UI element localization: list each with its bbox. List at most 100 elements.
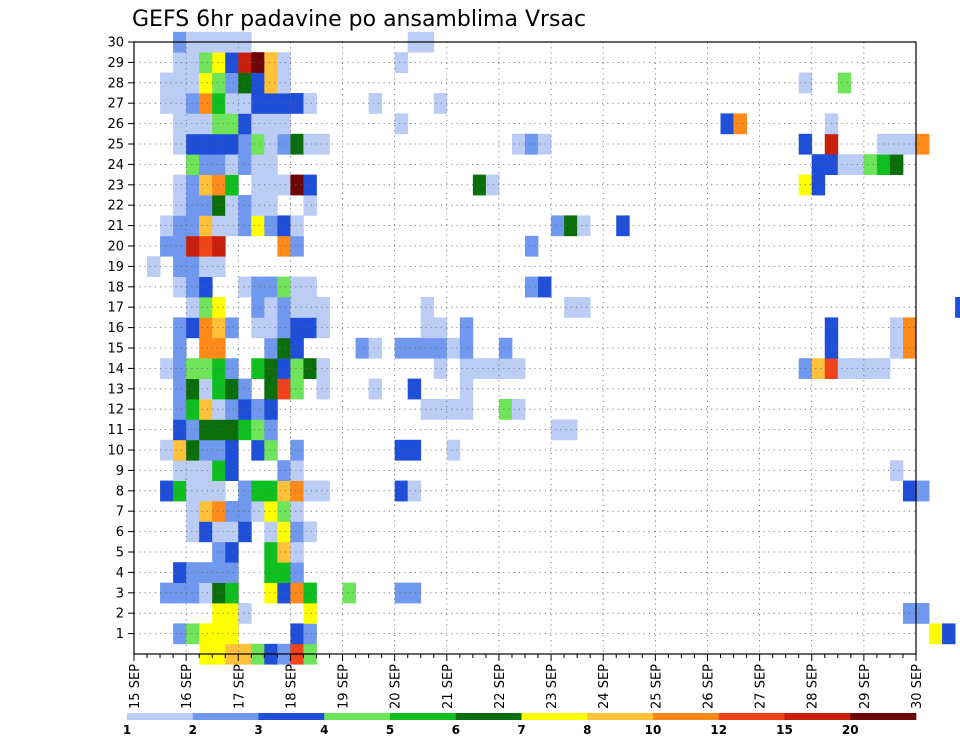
heatmap-cell — [173, 439, 187, 461]
colorbar-label: 4 — [320, 723, 328, 737]
heatmap-cell — [485, 174, 500, 196]
heatmap-cell — [277, 378, 291, 400]
heatmap-cell — [264, 174, 278, 196]
heatmap-cell — [212, 215, 226, 237]
heatmap-cell — [199, 297, 213, 318]
heatmap-cell — [538, 276, 552, 298]
heatmap-cell — [225, 195, 239, 216]
y-tick-label: 7 — [116, 505, 124, 520]
heatmap-cell — [186, 358, 200, 379]
heatmap-cell — [264, 419, 278, 441]
colorbar-label: 6 — [452, 723, 460, 737]
heatmap-cell — [199, 399, 213, 420]
heatmap-cell — [264, 480, 278, 502]
heatmap-cell — [186, 52, 200, 73]
y-tick-label: 26 — [107, 117, 124, 132]
heatmap-cell — [160, 439, 174, 461]
heatmap-cell — [942, 623, 956, 645]
heatmap-cell — [160, 72, 174, 94]
heatmap-cell — [212, 195, 226, 216]
heatmap-cell — [212, 439, 226, 461]
heatmap-cell — [173, 195, 187, 216]
heatmap-cell — [446, 439, 461, 461]
heatmap-cell — [199, 256, 213, 277]
heatmap-cell — [225, 582, 239, 604]
heatmap-cell — [472, 174, 487, 196]
heatmap-cell — [186, 521, 200, 543]
y-tick-label: 24 — [107, 158, 124, 173]
heatmap-cell — [303, 93, 317, 114]
y-tick-label: 11 — [107, 423, 124, 438]
heatmap-cell — [251, 276, 265, 298]
heatmap-cell — [303, 195, 317, 216]
heatmap-cell — [160, 215, 174, 237]
heatmap-cell — [173, 317, 187, 339]
heatmap-cell — [212, 603, 226, 624]
heatmap-cell — [264, 337, 278, 359]
heatmap-cell — [277, 174, 291, 196]
heatmap-cell — [290, 358, 304, 379]
heatmap-cell — [538, 133, 552, 155]
chart-title: GEFS 6hr padavine po ansamblima Vrsac — [132, 7, 586, 32]
heatmap-cell — [303, 480, 317, 502]
heatmap-cell — [212, 317, 226, 339]
y-tick-label: 28 — [107, 76, 124, 91]
x-tick-label: 29 SEP — [858, 664, 873, 709]
heatmap-cell — [238, 72, 252, 94]
heatmap-cell — [212, 419, 226, 441]
heatmap-cell — [186, 317, 200, 339]
heatmap-cells — [147, 31, 960, 665]
heatmap-cell — [212, 154, 226, 175]
heatmap-cell — [186, 501, 200, 522]
heatmap-cell — [173, 52, 187, 73]
heatmap-cell — [290, 562, 304, 583]
y-tick-label: 3 — [116, 586, 124, 601]
heatmap-cell — [251, 439, 265, 461]
y-tick-label: 13 — [107, 382, 124, 397]
heatmap-cell — [916, 133, 930, 155]
heatmap-cell — [551, 419, 565, 441]
heatmap-cell — [955, 297, 960, 318]
heatmap-cell — [186, 215, 200, 237]
heatmap-cell — [212, 623, 226, 645]
heatmap-cell — [407, 439, 422, 461]
heatmap-cell — [160, 93, 174, 114]
heatmap-cell — [199, 113, 213, 135]
colorbar-label: 5 — [386, 723, 394, 737]
heatmap-cell — [264, 582, 278, 604]
y-tick-label: 20 — [107, 240, 124, 255]
heatmap-cell — [238, 52, 252, 73]
heatmap-cell — [199, 337, 213, 359]
heatmap-cell — [251, 52, 265, 73]
heatmap-cell — [251, 93, 265, 114]
heatmap-cell — [394, 480, 409, 502]
heatmap-cell — [407, 378, 422, 400]
heatmap-cell — [225, 93, 239, 114]
heatmap-cell — [277, 562, 291, 583]
heatmap-cell — [186, 480, 200, 502]
y-tick-label: 2 — [116, 607, 124, 622]
heatmap-cell — [212, 480, 226, 502]
y-tick-label: 21 — [107, 219, 124, 234]
heatmap-cell — [277, 337, 291, 359]
heatmap-cell — [251, 195, 265, 216]
heatmap-cell — [199, 276, 213, 298]
heatmap-cell — [186, 276, 200, 298]
heatmap-cell — [212, 378, 226, 400]
y-tick-label: 19 — [107, 260, 124, 275]
heatmap-cell — [459, 378, 474, 400]
heatmap-cell — [225, 521, 239, 543]
heatmap-cell — [277, 72, 291, 94]
heatmap-cell — [264, 378, 278, 400]
heatmap-cell — [225, 317, 239, 339]
heatmap-cell — [212, 72, 226, 94]
x-tick-label: 21 SEP — [441, 664, 456, 709]
colorbar-swatch — [521, 713, 588, 720]
heatmap-cell — [277, 460, 291, 481]
x-tick-label: 18 SEP — [284, 664, 299, 709]
heatmap-cell — [811, 358, 826, 379]
heatmap-cell — [173, 582, 187, 604]
y-tick-label: 1 — [116, 627, 124, 642]
heatmap-cell — [251, 317, 265, 339]
heatmap-cell — [160, 358, 174, 379]
